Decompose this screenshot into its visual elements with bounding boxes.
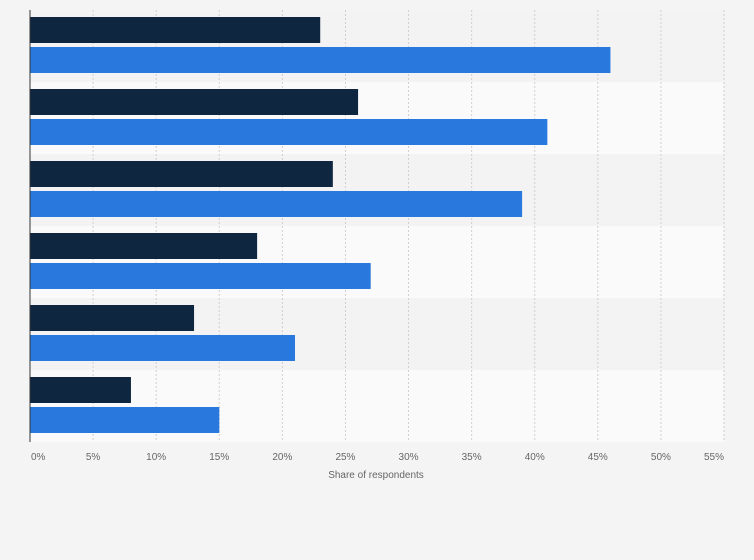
bar [30, 233, 258, 259]
bar [30, 305, 195, 331]
x-tick-label: 30% [399, 452, 419, 463]
x-tick-labels: 0% 5% 10% 15% 20% 25% 30% 35% 40% 45% 50% 55% [31, 452, 724, 463]
x-tick-label: 5% [86, 452, 101, 463]
x-tick-label: 0% [31, 452, 46, 463]
x-tick-label: 25% [335, 452, 355, 463]
bar [30, 407, 220, 433]
bar [30, 377, 131, 403]
bar [30, 161, 333, 187]
x-tick-label: 40% [525, 452, 545, 463]
bar [30, 47, 611, 73]
x-tick-label: 10% [146, 452, 166, 463]
bars [30, 17, 611, 433]
x-tick-label: 50% [651, 452, 671, 463]
gridlines [92, 10, 725, 442]
x-axis-title: Share of respondents [328, 470, 424, 481]
x-tick-label: 15% [209, 452, 229, 463]
bar [30, 119, 548, 145]
row-bands [30, 10, 724, 442]
bar [30, 263, 371, 289]
bar [30, 89, 359, 115]
x-tick-label: 45% [588, 452, 608, 463]
x-tick-label: 20% [272, 452, 292, 463]
x-tick-label: 55% [704, 452, 724, 463]
bar [30, 335, 295, 361]
bar [30, 191, 523, 217]
bar [30, 17, 321, 43]
x-tick-label: 35% [462, 452, 482, 463]
